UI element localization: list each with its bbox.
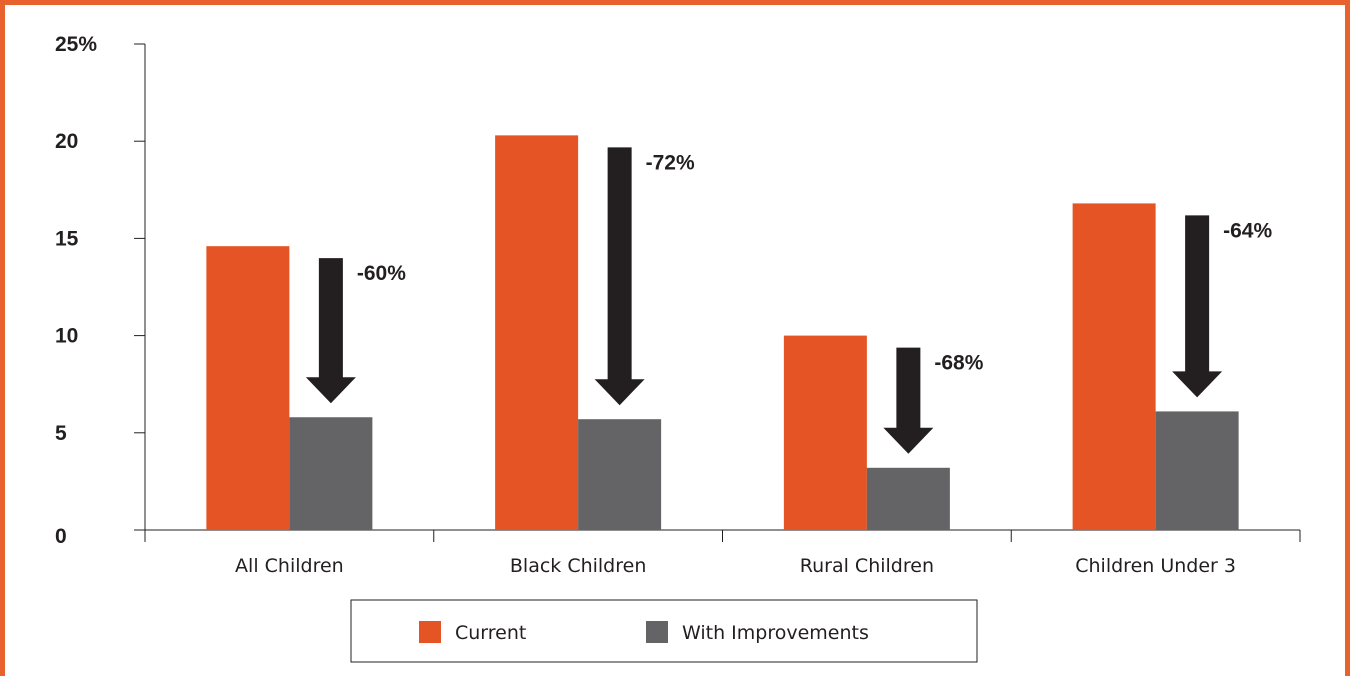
legend: Current With Improvements bbox=[350, 599, 978, 663]
bar-current bbox=[1072, 203, 1156, 530]
legend-label-current: Current bbox=[455, 622, 526, 644]
x-axis: All Children Black Children Rural Children… bbox=[144, 529, 1301, 577]
legend-swatch-with-improvements bbox=[646, 621, 668, 643]
x-tick-label: Children Under 3 bbox=[1075, 555, 1236, 577]
y-tick-label: 0 bbox=[55, 525, 67, 548]
bar-with-improvements bbox=[578, 419, 662, 530]
legend-swatch-current bbox=[419, 621, 441, 643]
bar-with-improvements bbox=[1155, 411, 1239, 530]
down-arrow bbox=[883, 347, 934, 454]
reduction-label: -64% bbox=[1223, 219, 1272, 242]
y-tick-label: 15 bbox=[55, 227, 79, 250]
x-tick-label: Rural Children bbox=[800, 555, 934, 577]
x-tick-label: All Children bbox=[235, 555, 344, 577]
bar-current bbox=[495, 135, 579, 531]
reduction-arrows: -60% -72% -68% -64% bbox=[305, 147, 1272, 454]
bars bbox=[206, 135, 1239, 531]
y-tick-label: 20 bbox=[55, 130, 78, 153]
down-arrow bbox=[1172, 215, 1223, 398]
y-axis: 0 5 10 15 20 25% bbox=[55, 33, 146, 548]
bar-current bbox=[783, 335, 867, 530]
down-arrow bbox=[305, 258, 356, 404]
reduction-label: -72% bbox=[646, 151, 695, 174]
y-tick-label: 10 bbox=[55, 325, 78, 348]
legend-label-with-improvements: With Improvements bbox=[682, 622, 869, 644]
y-tick-label: 25% bbox=[55, 33, 97, 56]
y-tick-label: 5 bbox=[55, 422, 67, 445]
bar-with-improvements bbox=[289, 417, 373, 530]
reduction-label: -68% bbox=[934, 352, 983, 375]
reduction-label: -60% bbox=[357, 262, 406, 285]
bar-current bbox=[206, 246, 290, 530]
x-tick-label: Black Children bbox=[510, 555, 647, 577]
down-arrow bbox=[594, 147, 645, 406]
bar-with-improvements bbox=[866, 467, 950, 530]
